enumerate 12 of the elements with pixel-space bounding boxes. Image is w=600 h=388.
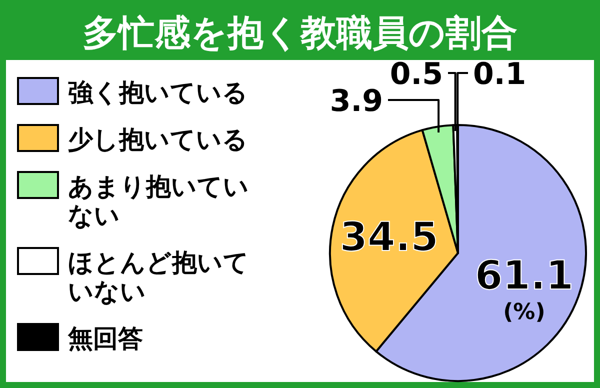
legend-label: 強く抱いている	[68, 78, 248, 107]
legend-label: 少し抱いている	[68, 125, 248, 154]
data-label: 3.9	[330, 84, 383, 119]
legend-label: あまり抱いていない	[68, 172, 249, 230]
chart-title: 多忙感を抱く教職員の割合	[82, 13, 518, 54]
legend-label: ほとんど抱いていない	[68, 248, 249, 306]
legend-label: 無回答	[67, 324, 143, 353]
data-label: 34.5	[340, 214, 438, 261]
data-label: 0.5	[390, 57, 443, 92]
data-label: 0.1	[473, 57, 526, 92]
data-label: 61.1	[474, 252, 574, 299]
text: (%)	[503, 300, 546, 325]
